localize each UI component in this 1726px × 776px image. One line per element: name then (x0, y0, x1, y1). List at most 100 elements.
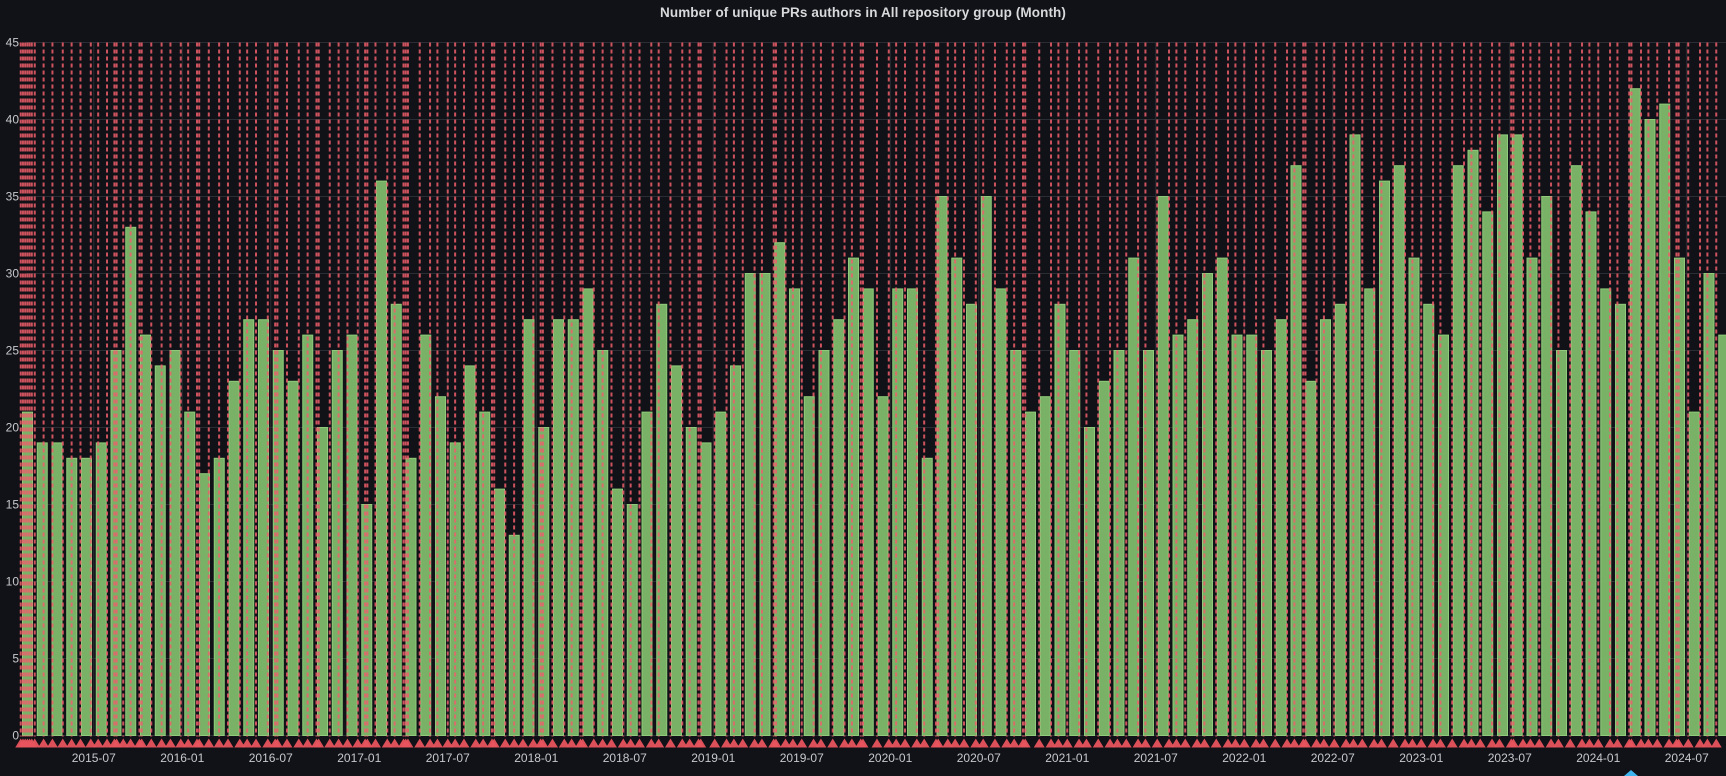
annotation-marker-icon[interactable] (721, 738, 733, 748)
bar-2016-04[interactable] (228, 380, 240, 736)
annotation-marker-icon[interactable] (1104, 738, 1116, 748)
annotation-marker-icon[interactable] (352, 738, 364, 748)
annotation-marker-icon[interactable] (477, 738, 489, 748)
annotation-marker-icon[interactable] (313, 738, 325, 748)
bar-2022-06[interactable] (1320, 319, 1331, 736)
bar-2024-04[interactable] (1644, 119, 1656, 736)
annotation-marker-icon[interactable] (66, 738, 78, 748)
annotation-marker-icon[interactable] (890, 738, 902, 748)
annotation-marker-icon[interactable] (645, 738, 657, 748)
bar-2024-09[interactable] (1718, 334, 1726, 736)
bar-2017-09[interactable] (479, 411, 491, 736)
bar-2023-04[interactable] (1467, 149, 1479, 737)
bar-2022-12[interactable] (1408, 257, 1420, 736)
annotation-marker-icon[interactable] (1052, 738, 1064, 748)
annotation-marker-icon[interactable] (1092, 738, 1104, 748)
bar-2022-11[interactable] (1393, 165, 1405, 736)
annotation-marker-icon[interactable] (222, 738, 234, 748)
annotation-marker-icon[interactable] (588, 738, 600, 748)
annotation-marker-icon[interactable] (1611, 738, 1623, 748)
annotation-marker-icon[interactable] (597, 738, 609, 748)
annotation-marker-icon[interactable] (499, 738, 511, 748)
bar-2017-08[interactable] (464, 365, 476, 736)
annotation-marker-icon[interactable] (241, 738, 253, 748)
annotation-marker-icon[interactable] (1710, 738, 1722, 748)
bar-2021-08[interactable] (1172, 334, 1184, 736)
annotation-marker-icon[interactable] (883, 738, 895, 748)
annotation-marker-icon[interactable] (664, 738, 676, 748)
annotation-marker-icon[interactable] (1250, 738, 1262, 748)
annotation-marker-icon[interactable] (302, 738, 314, 748)
annotation-marker-icon[interactable] (1311, 738, 1323, 748)
annotation-marker-icon[interactable] (333, 738, 345, 748)
bar-2017-06[interactable] (435, 396, 446, 736)
bar-2023-10[interactable] (1556, 350, 1567, 736)
annotation-marker-icon[interactable] (989, 738, 1001, 748)
annotation-marker-icon[interactable] (1073, 738, 1085, 748)
bar-2020-03[interactable] (921, 457, 933, 736)
annotation-marker-icon[interactable] (1399, 738, 1411, 748)
annotation-marker-icon[interactable] (1694, 738, 1706, 748)
annotation-marker-icon[interactable] (262, 738, 274, 748)
annotation-marker-icon[interactable] (1465, 738, 1477, 748)
annotation-marker-icon[interactable] (175, 738, 187, 748)
annotation-marker-icon[interactable] (1493, 738, 1505, 748)
annotation-marker-icon[interactable] (1222, 738, 1234, 748)
annotation-marker-icon[interactable] (234, 738, 246, 748)
annotation-marker-icon[interactable] (1524, 738, 1536, 748)
annotation-marker-icon[interactable] (770, 738, 782, 748)
bar-2023-12[interactable] (1585, 211, 1597, 736)
annotation-marker-icon[interactable] (1604, 738, 1616, 748)
bar-2024-05[interactable] (1659, 103, 1671, 737)
annotation-marker-icon[interactable] (1008, 738, 1020, 748)
annotation-marker-icon[interactable] (577, 738, 589, 748)
annotation-marker-icon[interactable] (918, 738, 930, 748)
annotation-marker-icon[interactable] (281, 738, 293, 748)
annotation-marker-icon[interactable] (1533, 738, 1545, 748)
annotation-marker-icon[interactable] (749, 738, 761, 748)
annotation-marker-icon[interactable] (1583, 738, 1595, 748)
bar-2018-10[interactable] (671, 365, 682, 736)
bar-2018-11[interactable] (685, 427, 697, 736)
bar-2019-10[interactable] (848, 257, 859, 736)
annotation-marker-icon[interactable] (871, 738, 883, 748)
annotation-marker-icon[interactable] (1406, 738, 1418, 748)
bar-2022-05[interactable] (1305, 380, 1317, 736)
bar-2016-08[interactable] (287, 380, 299, 736)
bar-2021-04[interactable] (1113, 350, 1125, 736)
panel-title[interactable]: Number of unique PRs authors in All repo… (660, 5, 1066, 20)
bar-2019-05[interactable] (774, 242, 786, 736)
annotation-marker-icon[interactable] (1238, 738, 1250, 748)
bar-2022-07[interactable] (1334, 303, 1346, 736)
annotation-marker-icon[interactable] (605, 738, 617, 748)
annotation-marker-icon[interactable] (1132, 738, 1144, 748)
bar-2015-04[interactable] (51, 442, 63, 736)
annotation-marker-icon[interactable] (1281, 738, 1293, 748)
bar-2019-12[interactable] (877, 396, 889, 736)
annotation-marker-icon[interactable] (1625, 738, 1637, 748)
annotation-marker-icon[interactable] (1592, 738, 1604, 748)
annotation-marker-icon[interactable] (125, 738, 137, 748)
annotation-marker-icon[interactable] (1179, 738, 1191, 748)
bar-2023-08[interactable] (1526, 257, 1538, 736)
annotation-marker-icon[interactable] (1427, 738, 1439, 748)
bar-2023-03[interactable] (1452, 165, 1464, 736)
annotation-marker-icon[interactable] (756, 738, 768, 748)
bar-2023-06[interactable] (1497, 134, 1508, 736)
bar-2016-01[interactable] (184, 411, 196, 736)
annotation-marker-icon[interactable] (1080, 738, 1092, 748)
annotation-marker-icon[interactable] (653, 738, 665, 748)
annotation-marker-icon[interactable] (1328, 738, 1340, 748)
bar-2018-12[interactable] (700, 442, 712, 736)
annotation-marker-icon[interactable] (1120, 738, 1132, 748)
annotation-marker-icon[interactable] (402, 738, 414, 748)
annotation-marker-icon[interactable] (101, 738, 113, 748)
annotation-marker-icon[interactable] (213, 738, 225, 748)
annotation-marker-icon[interactable] (1033, 738, 1045, 748)
bar-2021-06[interactable] (1143, 350, 1154, 736)
annotation-marker-icon[interactable] (796, 738, 808, 748)
bar-2019-06[interactable] (789, 288, 800, 736)
annotation-marker-icon[interactable] (117, 738, 129, 748)
bar-2023-05[interactable] (1482, 211, 1494, 736)
bar-2019-01[interactable] (715, 411, 727, 736)
